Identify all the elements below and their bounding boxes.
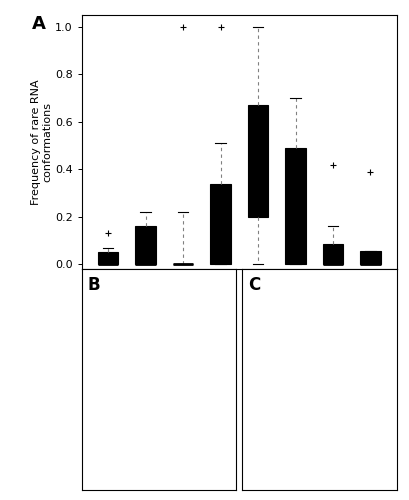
PathPatch shape (360, 252, 381, 264)
PathPatch shape (323, 244, 343, 264)
PathPatch shape (248, 105, 268, 217)
Text: B: B (88, 276, 101, 293)
PathPatch shape (135, 226, 156, 264)
PathPatch shape (98, 252, 118, 264)
PathPatch shape (285, 148, 306, 264)
PathPatch shape (210, 184, 231, 264)
Y-axis label: Frequency of rare RNA
conformations: Frequency of rare RNA conformations (31, 79, 52, 205)
Text: A: A (31, 15, 45, 33)
Text: C: C (249, 276, 261, 293)
